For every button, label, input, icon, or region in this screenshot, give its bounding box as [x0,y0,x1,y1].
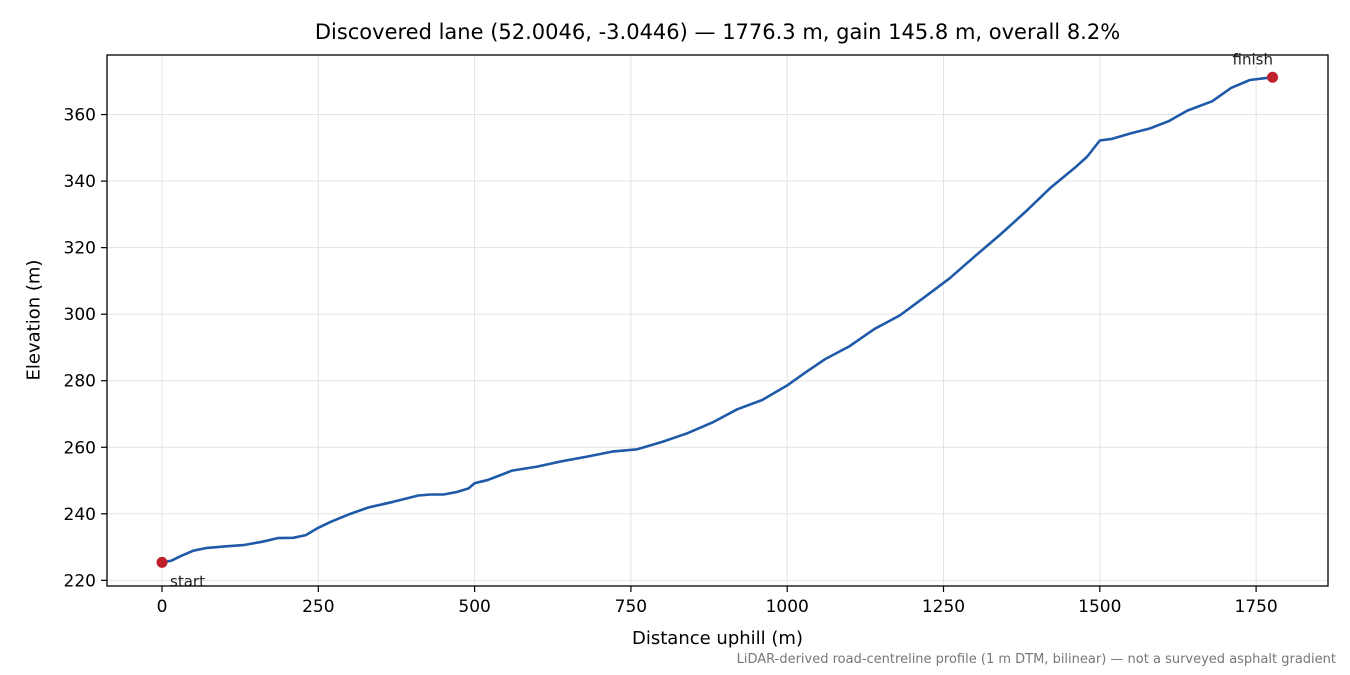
x-tick-label: 1250 [922,597,965,617]
x-tick-label: 1500 [1078,597,1121,617]
elevation-profile-line [160,76,1274,564]
finish-label: finish [1233,50,1273,68]
start-marker [156,556,168,568]
finish-marker [1267,71,1279,83]
y-tick-label: 260 [64,438,96,458]
marker-layer: start finish [156,50,1279,590]
x-axis-label: Distance uphill (m) [632,628,803,649]
chart-title: Discovered lane (52.0046, -3.0446) — 177… [314,20,1121,44]
start-label: start [170,572,205,590]
plot-frame [106,54,1329,587]
y-tick-label: 360 [64,106,96,126]
x-tick-label: 1750 [1234,597,1277,617]
axis-layer: 0 250 500 750 1000 1250 1500 1750 220 240 260 280 30… [64,106,1278,617]
x-tick-label: 500 [458,597,490,617]
footnote: LiDAR-derived road-centreline profile (1… [736,652,1336,667]
x-tick-label: 250 [302,597,334,617]
y-tick-label: 300 [64,305,96,325]
x-tick-label: 1000 [766,597,809,617]
y-axis-label: Elevation (m) [23,259,45,381]
y-tick-label: 280 [64,372,96,392]
grid-lines [107,55,1328,586]
x-tick-label: 750 [615,597,647,617]
series-layer [160,76,1274,564]
y-tick-label: 240 [64,505,96,525]
y-tick-label: 220 [64,571,96,591]
x-tick-label: 0 [157,597,168,617]
y-tick-label: 340 [64,172,96,192]
y-tick-label: 320 [64,239,96,259]
